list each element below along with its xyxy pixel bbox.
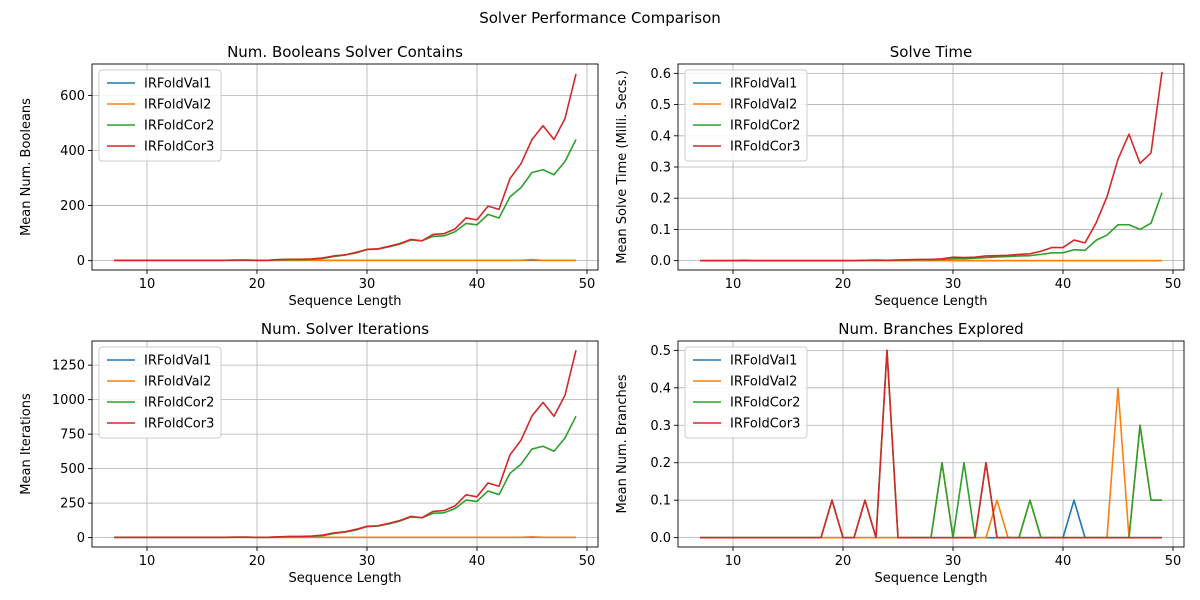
legend-box <box>98 69 222 162</box>
legend-box <box>684 346 808 439</box>
x-tick-label: 20 <box>249 554 266 569</box>
subplot-title: Num. Branches Explored <box>838 320 1023 338</box>
legend-box <box>684 69 808 162</box>
x-tick-label: 30 <box>945 554 962 569</box>
legend-entry: IRFoldVal1 <box>730 77 797 92</box>
y-tick-label: 0.1 <box>650 223 671 238</box>
series-line-IRFoldCor3 <box>700 71 1163 262</box>
x-tick-label: 30 <box>359 277 376 292</box>
y-tick-label: 750 <box>60 428 85 443</box>
y-tick-label: 0.5 <box>650 98 671 113</box>
y-tick-label: 0.2 <box>650 192 671 207</box>
axes-frame <box>91 63 599 271</box>
x-tick-label: 40 <box>469 277 486 292</box>
x-tick-label: 20 <box>835 554 852 569</box>
x-tick-label: 10 <box>725 277 742 292</box>
y-tick-label: 0.4 <box>650 381 671 396</box>
legend-entry: IRFoldCor2 <box>144 119 214 134</box>
x-axis-label: Sequence Length <box>874 571 987 586</box>
legend: IRFoldVal1 IRFoldVal2 IRFoldCor2 IRFoldCor3 <box>98 69 222 162</box>
legend: IRFoldVal1 IRFoldVal2 IRFoldCor2 IRFoldCor3 <box>684 346 808 439</box>
legend-entry: IRFoldCor2 <box>730 119 800 134</box>
y-tick-label: 1000 <box>52 393 85 408</box>
series-line-IRFoldCor3 <box>114 73 577 262</box>
legend-entry: IRFoldCor3 <box>730 417 800 432</box>
x-axis-label: Sequence Length <box>874 294 987 309</box>
x-tick-label: 30 <box>359 554 376 569</box>
x-tick-label: 10 <box>139 554 156 569</box>
y-tick-label: 0.1 <box>650 494 671 509</box>
y-tick-label: 0.3 <box>650 161 671 176</box>
y-tick-label: 250 <box>60 497 85 512</box>
legend-entry: IRFoldVal2 <box>730 98 797 113</box>
y-axis-label: Mean Num. Branches <box>615 374 630 513</box>
x-tick-label: 40 <box>469 554 486 569</box>
y-tick-label: 0.0 <box>650 531 671 546</box>
subplot-title: Solve Time <box>890 43 972 61</box>
series-line-IRFoldCor2 <box>700 192 1163 262</box>
x-axis-label: Sequence Length <box>288 294 401 309</box>
x-tick-label: 40 <box>1055 277 1072 292</box>
x-tick-label: 50 <box>1165 277 1182 292</box>
y-tick-label: 0.0 <box>650 254 671 269</box>
y-tick-label: 0.3 <box>650 419 671 434</box>
legend: IRFoldVal1 IRFoldVal2 IRFoldCor2 IRFoldCor3 <box>684 69 808 162</box>
axes-frame <box>91 340 599 548</box>
subplot-2: 10 20 30 40 50 0.0 0.1 0.2 0.3 0.4 0.5 0.6 Solve Tim… <box>615 43 1185 309</box>
legend-box <box>98 346 222 439</box>
y-tick-label: 600 <box>60 89 85 104</box>
subplot-1: 10 20 30 40 50 0 200 400 600 Num. Booleans Solver… <box>19 43 599 309</box>
legend-entry: IRFoldCor3 <box>144 417 214 432</box>
y-tick-label: 400 <box>60 144 85 159</box>
legend-entry: IRFoldCor3 <box>730 140 800 155</box>
legend-entry: IRFoldVal1 <box>730 354 797 369</box>
y-axis-label: Mean Solve Time (Milli. Secs.) <box>615 70 630 264</box>
x-tick-label: 50 <box>579 277 596 292</box>
y-tick-label: 200 <box>60 199 85 214</box>
y-tick-label: 0 <box>77 254 85 269</box>
legend-entry: IRFoldVal1 <box>144 354 211 369</box>
series-group <box>114 350 577 539</box>
y-tick-label: 0.4 <box>650 129 671 144</box>
x-tick-label: 50 <box>1165 554 1182 569</box>
legend-entry: IRFoldCor2 <box>144 396 214 411</box>
subplot-title: Num. Solver Iterations <box>261 320 429 338</box>
legend: IRFoldVal1 IRFoldVal2 IRFoldCor2 IRFoldCor3 <box>98 346 222 439</box>
x-tick-label: 50 <box>579 554 596 569</box>
subplot-title: Num. Booleans Solver Contains <box>227 43 463 61</box>
x-tick-label: 20 <box>249 277 266 292</box>
x-tick-label: 30 <box>945 277 962 292</box>
y-tick-label: 0.6 <box>650 67 671 82</box>
y-axis-label: Mean Iterations <box>19 393 34 495</box>
y-tick-label: 1250 <box>52 359 85 374</box>
series-line-IRFoldVal1 <box>700 499 1162 539</box>
series-group <box>700 349 1162 539</box>
series-group <box>114 73 577 262</box>
x-tick-label: 10 <box>725 554 742 569</box>
y-tick-label: 0.2 <box>650 456 671 471</box>
x-tick-label: 10 <box>139 277 156 292</box>
y-tick-label: 500 <box>60 462 85 477</box>
axes-frame <box>677 340 1185 548</box>
figure-suptitle: Solver Performance Comparison <box>479 9 721 27</box>
legend-entry: IRFoldCor3 <box>144 140 214 155</box>
legend-entry: IRFoldVal1 <box>144 77 211 92</box>
series-line-IRFoldCor3 <box>700 349 1162 539</box>
x-tick-label: 40 <box>1055 554 1072 569</box>
y-axis-label: Mean Num. Booleans <box>19 98 34 236</box>
legend-entry: IRFoldVal2 <box>144 98 211 113</box>
y-tick-label: 0.5 <box>650 344 671 359</box>
x-tick-label: 20 <box>835 277 852 292</box>
series-group <box>700 71 1163 262</box>
y-tick-label: 0 <box>77 531 85 546</box>
series-line-IRFoldCor3 <box>114 350 577 539</box>
x-axis-label: Sequence Length <box>288 571 401 586</box>
legend-entry: IRFoldVal2 <box>730 375 797 390</box>
legend-entry: IRFoldCor2 <box>730 396 800 411</box>
legend-entry: IRFoldVal2 <box>144 375 211 390</box>
subplot-4: 10 20 30 40 50 0.0 0.1 0.2 0.3 0.4 0.5 Num. Branche… <box>615 320 1185 586</box>
